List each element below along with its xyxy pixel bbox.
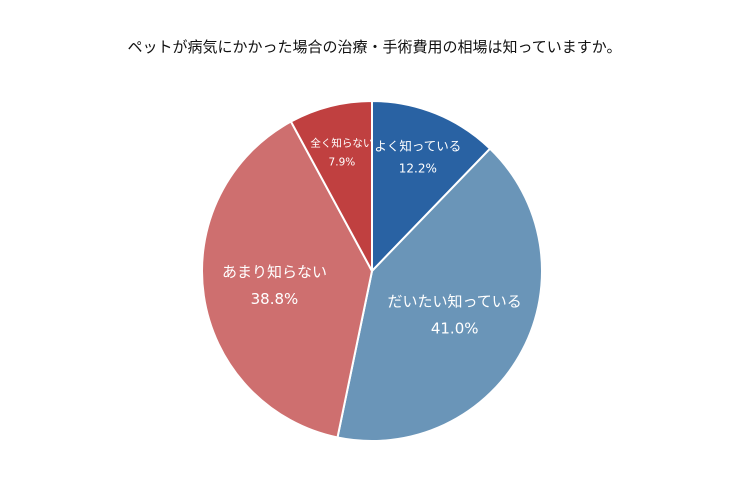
pie-slice-4 xyxy=(289,99,373,272)
pie-slice-3 xyxy=(201,120,374,439)
slice-label-4: 全く知らない xyxy=(310,137,373,150)
slice-label-2: だいたい知っている xyxy=(388,292,522,310)
chart-title: ペットが病気にかかった場合の治療・手術費用の相場は知っていますか。 xyxy=(127,38,622,56)
slice-label-3: あまり知らない xyxy=(222,263,327,281)
slice-value-1: 12.2% xyxy=(399,161,437,175)
slice-value-4: 7.9% xyxy=(329,156,356,168)
pie-slice-1 xyxy=(371,99,492,274)
pie-slice-2 xyxy=(336,147,543,442)
slice-value-2: 41.0% xyxy=(431,319,479,337)
slice-label-1: よく知っている xyxy=(374,139,461,154)
slice-value-3: 38.8% xyxy=(251,290,299,308)
